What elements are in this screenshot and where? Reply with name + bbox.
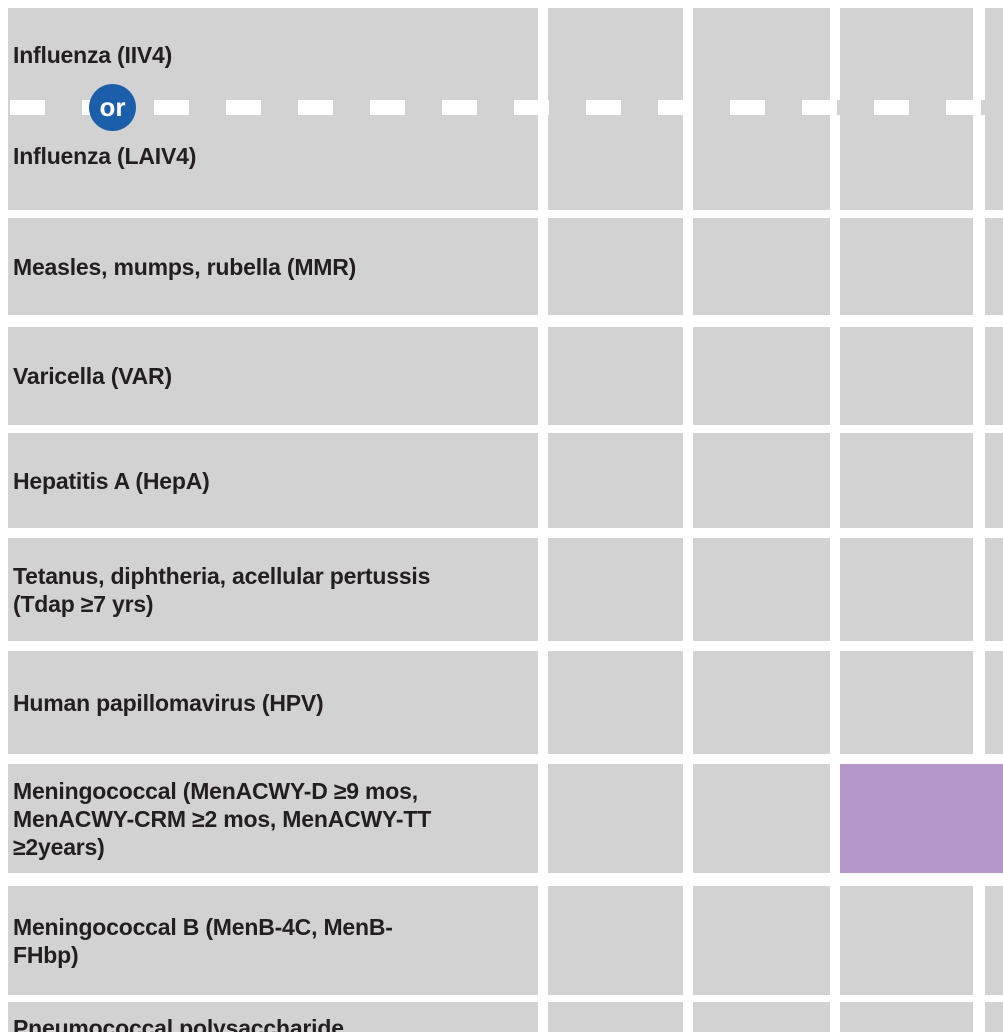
merged-purple-cell	[840, 764, 1003, 873]
grid-cell	[548, 327, 683, 425]
grid-cell-partial	[985, 1002, 1003, 1032]
grid-cell-partial	[985, 538, 1003, 641]
vaccine-row-hpv: Human papillomavirus (HPV)	[8, 651, 1003, 754]
grid-cell	[693, 651, 830, 754]
grid-cell	[548, 886, 683, 995]
grid-cell	[693, 433, 830, 528]
vaccine-label-cell: Measles, mumps, rubella (MMR)	[8, 218, 538, 315]
grid-cell	[693, 1002, 830, 1032]
grid-cell	[840, 886, 973, 995]
grid-cell	[693, 538, 830, 641]
vaccine-row-varicella: Varicella (VAR)	[8, 327, 1003, 425]
or-divider-dashed-line	[8, 100, 1003, 115]
vaccine-label-cell: Meningococcal (MenACWY-D ≥9 mos, MenACWY…	[8, 764, 538, 873]
vaccine-row-mmr: Measles, mumps, rubella (MMR)	[8, 218, 1003, 315]
grid-cell	[548, 1002, 683, 1032]
grid-cell	[840, 327, 973, 425]
grid-cell-partial	[985, 433, 1003, 528]
vaccine-row-menacwy: Meningococcal (MenACWY-D ≥9 mos, MenACWY…	[8, 764, 1003, 873]
grid-cell	[840, 1002, 973, 1032]
grid-cell	[548, 764, 683, 873]
grid-cell	[840, 218, 973, 315]
grid-cell	[548, 538, 683, 641]
grid-cell	[840, 538, 973, 641]
vaccine-label-cell: Hepatitis A (HepA)	[8, 433, 538, 528]
vaccine-row-menb: Meningococcal B (MenB-4C, MenB- FHbp)	[8, 886, 1003, 995]
grid-cell	[693, 764, 830, 873]
row-influenza-laiv4-label: Influenza (LAIV4)	[13, 143, 197, 169]
vaccine-label-cell: Varicella (VAR)	[8, 327, 538, 425]
grid-cell-partial	[985, 886, 1003, 995]
grid-cell	[693, 327, 830, 425]
grid-cell	[693, 886, 830, 995]
vaccine-label-cell: Meningococcal B (MenB-4C, MenB- FHbp)	[8, 886, 538, 995]
row-influenza-iiv4-label: Influenza (IIV4)	[13, 42, 173, 68]
or-badge-label: or	[99, 91, 126, 122]
grid-cell-partial	[985, 327, 1003, 425]
grid-cell-partial	[985, 218, 1003, 315]
vaccine-row-tdap: Tetanus, diphtheria, acellular pertussis…	[8, 538, 1003, 641]
vaccine-row-influenza: Influenza (IIV4) Influenza (LAIV4) or	[8, 8, 1003, 210]
grid-cell	[840, 433, 973, 528]
grid-cell	[840, 651, 973, 754]
vaccine-label-cell: Tetanus, diphtheria, acellular pertussis…	[8, 538, 538, 641]
or-badge: or	[89, 84, 136, 131]
vaccine-label-cell: Human papillomavirus (HPV)	[8, 651, 538, 754]
grid-cell	[548, 433, 683, 528]
grid-cell	[548, 651, 683, 754]
vaccine-row-ppsv: Pneumococcal polysaccharide	[8, 1002, 1003, 1032]
grid-cell	[693, 218, 830, 315]
grid-cell	[548, 218, 683, 315]
vaccine-row-hepa: Hepatitis A (HepA)	[8, 433, 1003, 528]
grid-cell-partial	[985, 651, 1003, 754]
vaccine-label-cell: Pneumococcal polysaccharide	[8, 1002, 538, 1032]
